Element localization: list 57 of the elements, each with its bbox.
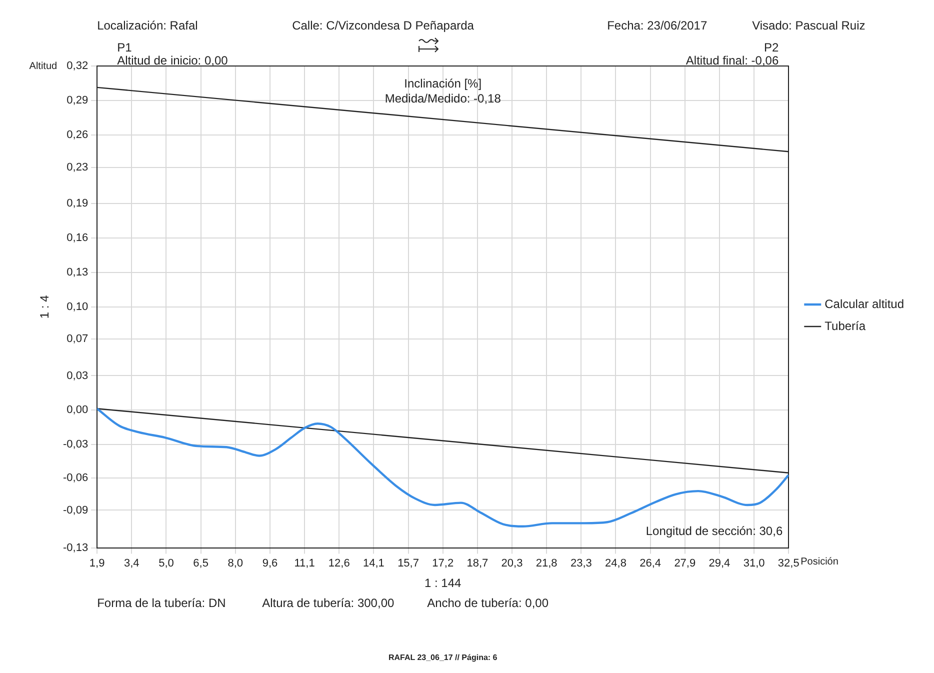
x-tick-label: 1,9 [89,557,105,570]
text: Inclinación [%] [404,76,482,90]
x-axis-title: Posición [800,556,838,568]
text: Forma de la tubería: DN [97,596,226,610]
y-tick-label: 0,13 [66,266,88,279]
y-tick-label: 0,07 [66,332,88,345]
x-tick-label: 21,8 [536,557,558,570]
legend-label: Tubería [824,318,866,333]
x-tick-label: 5,0 [158,557,174,570]
text: Altura de tubería: 300,00 [262,596,394,610]
x-tick-label: 20,3 [501,557,523,570]
text: Visado: Pascual Ruiz [752,18,866,32]
y-tick-label: 0,19 [66,198,88,210]
x-tick-label: 11,1 [294,557,315,570]
text: 1 : 4 [37,294,52,319]
x-tick-label: 27,9 [674,557,696,570]
y-tick-label: 0,00 [66,404,88,416]
text: P2 [764,40,779,54]
x-tick-label: 23,3 [570,557,592,570]
x-tick-label: 12,6 [328,557,350,570]
x-tick-label: 15,7 [398,557,419,570]
x-tick-label: 9,6 [262,557,278,570]
y-tick-label: 0,23 [66,162,88,174]
text: P1 [117,40,132,54]
x-tick-label: 26,4 [640,557,662,570]
y-tick-label: 0,16 [66,232,88,244]
y-tick-label: 0,26 [66,128,88,141]
y-axis-title: Altitud [29,60,58,72]
text: Medida/Medido: -0,18 [384,91,502,106]
annotation: Altitud de inicio: 0,00 [117,53,228,68]
text: Localización: Rafal [97,18,198,32]
text: 1 : 144 [424,576,462,590]
x-tick-label: 8,0 [228,557,244,570]
x-tick-label: 3,4 [124,557,140,570]
y-tick-label: -0,06 [62,472,88,484]
x-tick-label: 31,0 [743,557,765,570]
y-tick-label: -0,13 [62,542,88,554]
text: Calle: C/Vizcondesa D Peñaparda [292,18,474,32]
text: RAFAL 23_06_17 // Página: 6 [388,653,498,662]
text: Ancho de tubería: 0,00 [427,596,549,610]
y-tick-label: -0,03 [62,438,88,451]
y-tick-label: -0,09 [62,504,88,516]
x-tick-label: 14,1 [362,557,384,570]
annotation: Longitud de sección: 30,6 [646,524,783,538]
x-tick-label: 29,4 [708,557,730,570]
y-tick-label: 0,10 [66,300,88,313]
x-tick-label: 17,2 [432,557,454,570]
y-tick-label: 0,29 [66,94,88,106]
text: Fecha: 23/06/2017 [607,18,708,32]
x-tick-label: 24,8 [605,557,626,570]
y-tick-label: 0,03 [66,370,88,382]
x-tick-label: 18,7 [466,557,488,570]
legend-label: Calcular altitud [824,296,904,311]
annotation: Altitud final: -0,06 [686,53,779,68]
y-tick-label: 0,32 [66,60,88,72]
x-tick-label: 6,5 [193,557,208,570]
x-tick-label: 32,5 [778,557,800,570]
